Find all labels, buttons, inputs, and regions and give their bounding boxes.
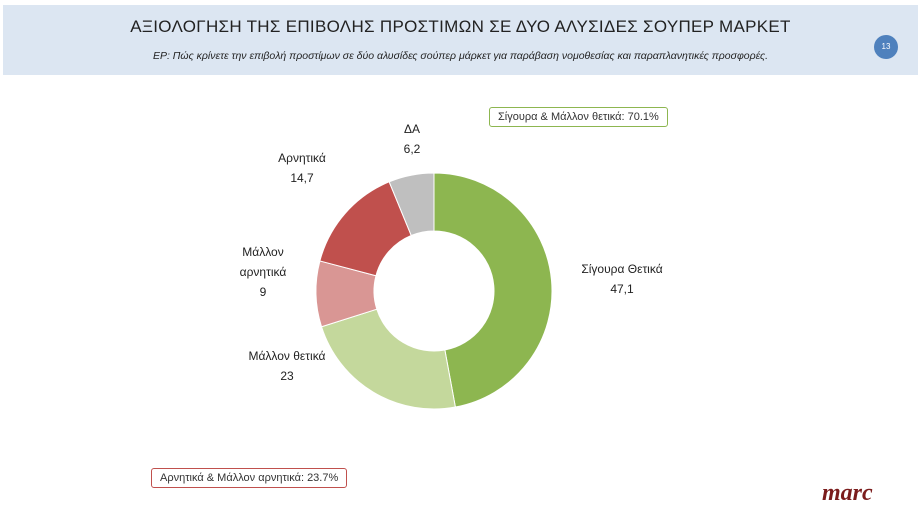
slice-label-2: Μάλλον αρνητικά 9: [240, 245, 287, 299]
slice-1: [320, 308, 456, 410]
slice-4: [388, 172, 435, 237]
marc-logo: marc: [822, 480, 873, 506]
slice-label-0: Σίγουρα Θετικά 47,1: [581, 262, 662, 296]
page-title: ΑΞΙΟΛΟΓΗΣΗ ΤΗΣ ΕΠΙΒΟΛΗΣ ΠΡΟΣΤΙΜΩΝ ΣΕ ΔΥΟ…: [130, 17, 791, 36]
page-number-badge: 13: [874, 35, 898, 59]
slice-label-3: Αρνητικά 14,7: [278, 151, 326, 185]
question-subtitle: ΕΡ: Πώς κρίνετε την επιβολή προστίμων σε…: [152, 50, 769, 62]
slice-label-1: Μάλλον θετικά 23: [249, 349, 326, 383]
negative-summary-box: Αρνητικά & Μάλλον αρνητικά: 23.7%: [151, 468, 348, 488]
header-band: ΑΞΙΟΛΟΓΗΣΗ ΤΗΣ ΕΠΙΒΟΛΗΣ ΠΡΟΣΤΙΜΩΝ ΣΕ ΔΥΟ…: [3, 5, 918, 75]
slice-0: [433, 172, 553, 408]
positive-summary-box: Σίγουρα & Μάλλον θετικά: 70.1%: [489, 107, 668, 127]
slice-label-4: ΔΑ 6,2: [404, 122, 421, 156]
